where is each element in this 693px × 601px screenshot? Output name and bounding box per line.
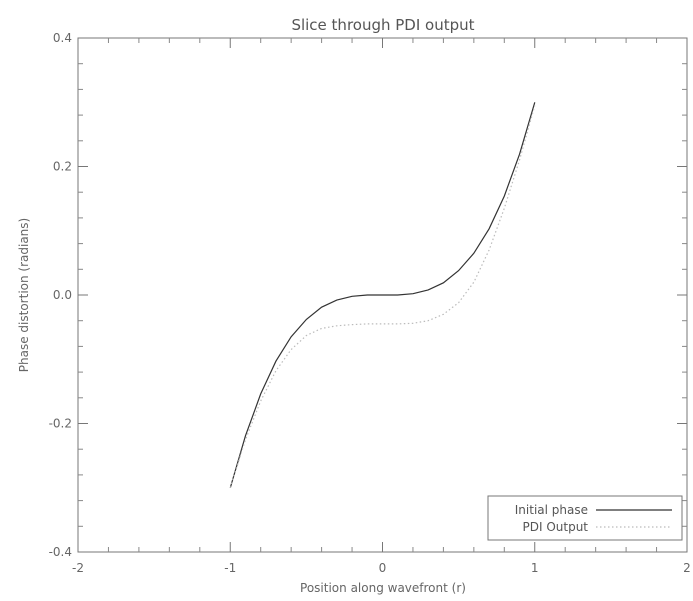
x-axis-label: Position along wavefront (r)	[300, 581, 466, 595]
x-tick-label: -2	[72, 561, 84, 575]
series-line-initial-phase	[229, 102, 536, 488]
x-tick-label: 2	[683, 561, 691, 575]
y-tick-label: -0.4	[49, 545, 72, 559]
chart-title: Slice through PDI output	[291, 16, 474, 34]
y-axis-label: Phase distortion (radians)	[17, 218, 31, 372]
series-line-pdi-output	[229, 105, 536, 488]
x-tick-label: 1	[531, 561, 539, 575]
series-layer	[229, 102, 536, 488]
minor-ticks	[78, 38, 687, 552]
y-tick-label: 0.0	[53, 288, 72, 302]
legend: Initial phase PDI Output	[487, 495, 683, 541]
y-tick-label: 0.2	[53, 160, 72, 174]
legend-label-pdi-output: PDI Output	[522, 520, 588, 534]
y-tick-label: 0.4	[53, 31, 72, 45]
x-tick-label: -1	[224, 561, 236, 575]
major-ticks	[77, 37, 688, 553]
x-tick-labels: -2 -1 0 1 2	[72, 561, 691, 575]
y-tick-label: -0.2	[49, 417, 72, 431]
legend-box	[487, 495, 683, 541]
legend-label-initial-phase: Initial phase	[515, 503, 588, 517]
x-tick-label: 0	[379, 561, 387, 575]
y-tick-labels: -0.4 -0.2 0.0 0.2 0.4	[49, 31, 72, 559]
